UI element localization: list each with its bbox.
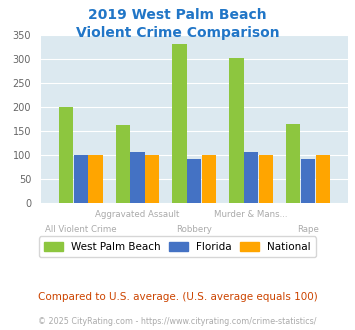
Bar [73,155,88,203]
Text: 2019 West Palm Beach: 2019 West Palm Beach [88,8,267,22]
Text: Compared to U.S. average. (U.S. average equals 100): Compared to U.S. average. (U.S. average … [38,292,317,302]
Text: © 2025 CityRating.com - https://www.cityrating.com/crime-statistics/: © 2025 CityRating.com - https://www.city… [38,317,317,326]
Bar [116,124,130,203]
Bar [130,152,144,203]
Bar [88,155,103,203]
Bar [145,155,159,203]
Bar [229,58,244,203]
Bar [301,159,315,203]
Text: Rape: Rape [297,225,319,234]
Bar [316,155,330,203]
Bar [59,107,73,203]
Text: Violent Crime Comparison: Violent Crime Comparison [76,26,279,40]
Text: All Violent Crime: All Violent Crime [45,225,116,234]
Legend: West Palm Beach, Florida, National: West Palm Beach, Florida, National [39,237,316,257]
Bar [244,152,258,203]
Bar [202,155,216,203]
Text: Aggravated Assault: Aggravated Assault [95,210,180,218]
Bar [173,44,187,203]
Text: Robbery: Robbery [176,225,212,234]
Text: Murder & Mans...: Murder & Mans... [214,210,288,218]
Bar [286,124,300,203]
Bar [259,155,273,203]
Bar [187,159,202,203]
